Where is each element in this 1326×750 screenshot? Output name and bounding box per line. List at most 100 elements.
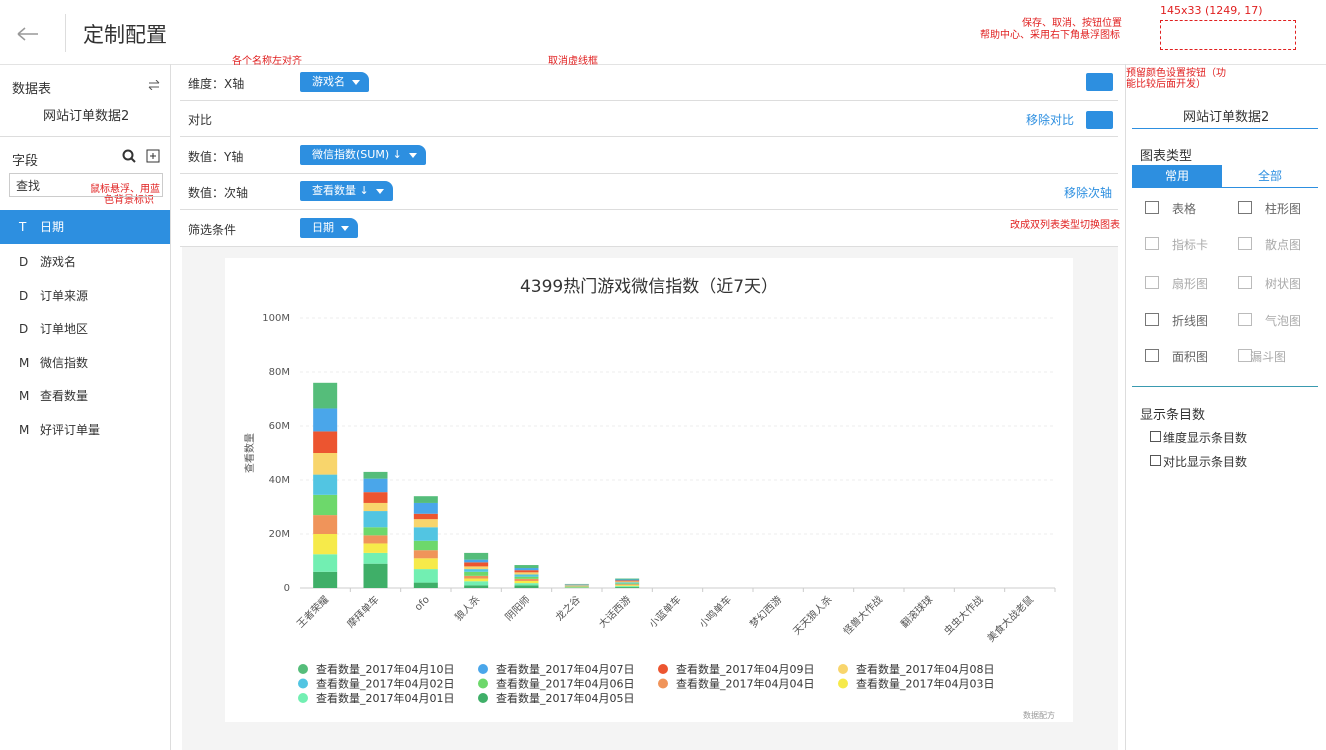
legend-label: 查看数量_2017年04月09日 bbox=[676, 662, 815, 676]
chart-type[interactable]: 表格 bbox=[1145, 200, 1225, 216]
search-input[interactable]: 查找 bbox=[9, 173, 163, 197]
field-item[interactable]: M 好评订单量 bbox=[0, 413, 170, 447]
field-item[interactable]: D 订单地区 bbox=[0, 312, 170, 346]
field-tools[interactable] bbox=[122, 149, 162, 163]
field-item[interactable]: T 日期 bbox=[0, 210, 170, 244]
chart-type[interactable]: 散点图 bbox=[1238, 236, 1318, 252]
chart-type-label: 漏斗图 bbox=[1250, 350, 1287, 364]
y-tick-label: 100M bbox=[262, 313, 290, 324]
annotation: 能比较后面开发） bbox=[1126, 79, 1206, 90]
row-action[interactable]: 移除次轴 bbox=[1063, 186, 1112, 200]
bar-segment bbox=[615, 578, 640, 580]
bar-segment bbox=[514, 565, 539, 569]
row-action[interactable]: 移除对比 bbox=[1025, 113, 1074, 127]
annotation: 预留颜色设置按钮（功 bbox=[1126, 68, 1226, 79]
chart-type-icon bbox=[1238, 201, 1252, 214]
chart-type[interactable]: 指标卡 bbox=[1145, 236, 1225, 252]
legend-swatch bbox=[478, 693, 488, 703]
field-pill[interactable]: 游戏名 bbox=[300, 72, 369, 92]
bar-segment bbox=[313, 408, 338, 432]
bar-segment bbox=[514, 585, 539, 588]
x-tick-label: 小鸣单车 bbox=[696, 593, 733, 630]
chart-type[interactable]: 扇形图 bbox=[1145, 275, 1225, 291]
divider bbox=[1132, 386, 1318, 387]
field-pill[interactable]: 微信指数(SUM) ↓ bbox=[300, 145, 426, 165]
legend-label: 查看数量_2017年04月03日 bbox=[856, 677, 995, 691]
bar-segment bbox=[464, 552, 489, 560]
row-label: 维度：X轴 bbox=[188, 77, 245, 91]
chart-type[interactable]: 树状图 bbox=[1238, 275, 1318, 291]
chart-title: 4399热门游戏微信指数（近7天） bbox=[520, 277, 778, 297]
annotation: 取消虚线框 bbox=[548, 56, 598, 67]
bar-segment bbox=[464, 569, 489, 572]
chart-type-label: 表格 bbox=[1172, 202, 1197, 216]
x-tick-label: 王者荣耀 bbox=[295, 594, 332, 631]
chart-type[interactable]: 折线图 bbox=[1145, 312, 1225, 328]
bar-segment bbox=[363, 527, 388, 536]
fields-label: 字段 bbox=[12, 154, 39, 169]
chart-type-label: 柱形图 bbox=[1265, 202, 1302, 216]
chart-types-label: 图表类型 bbox=[1140, 149, 1193, 164]
x-tick-label: ofo bbox=[413, 594, 432, 613]
field-item[interactable]: M 微信指数 bbox=[0, 346, 170, 380]
x-tick-label: 翻滚球球 bbox=[898, 593, 935, 630]
bar-segment bbox=[313, 571, 338, 588]
legend-label: 查看数量_2017年04月01日 bbox=[316, 691, 455, 705]
chart-type[interactable]: 气泡图 bbox=[1238, 312, 1318, 328]
bar-segment bbox=[413, 550, 438, 559]
bar-segment bbox=[464, 571, 489, 576]
back-button[interactable] bbox=[14, 24, 42, 44]
chart-type[interactable]: 漏斗图 bbox=[1238, 348, 1318, 364]
field-name: 微信指数 bbox=[40, 355, 89, 370]
bar-segment bbox=[514, 568, 539, 571]
left-border bbox=[170, 64, 171, 750]
bar-segment bbox=[615, 581, 640, 583]
color-button[interactable] bbox=[1086, 73, 1113, 91]
legend-label: 查看数量_2017年04月08日 bbox=[856, 662, 995, 676]
x-tick-label: 怪兽大作战 bbox=[840, 593, 885, 638]
chart-type[interactable]: 柱形图 bbox=[1238, 200, 1318, 216]
divider bbox=[0, 136, 170, 137]
tab[interactable]: 全部 bbox=[1222, 165, 1318, 188]
y-tick-label: 0 bbox=[284, 583, 290, 594]
x-tick-label: 狼人杀 bbox=[452, 593, 482, 623]
x-tick-label: 虫虫大作战 bbox=[941, 593, 986, 638]
legend-label: 查看数量_2017年04月04日 bbox=[676, 677, 815, 691]
bar-segment bbox=[514, 574, 539, 577]
bar-segment bbox=[615, 586, 640, 588]
row-border bbox=[180, 246, 1118, 247]
checkbox[interactable]: 维度显示条目数 bbox=[1150, 429, 1247, 446]
bar-segment bbox=[413, 558, 438, 570]
tab[interactable]: 常用 bbox=[1132, 165, 1222, 188]
bar-segment bbox=[615, 579, 640, 581]
legend-swatch bbox=[838, 678, 848, 689]
legend-swatch bbox=[478, 678, 488, 689]
bar-segment bbox=[464, 559, 489, 563]
x-tick-label: 大话西游 bbox=[596, 593, 633, 630]
bar-segment bbox=[615, 587, 640, 588]
x-tick-label: 梦幻西游 bbox=[747, 593, 784, 630]
switch-icon[interactable] bbox=[148, 80, 160, 90]
field-item[interactable]: M 查看数量 bbox=[0, 379, 170, 413]
field-pill[interactable]: 日期 bbox=[300, 218, 358, 238]
chart-type-icon bbox=[1238, 276, 1252, 289]
bar-segment bbox=[615, 585, 640, 587]
field-pill[interactable]: 查看数量 ↓ bbox=[300, 181, 393, 201]
chart-type[interactable]: 面积图 bbox=[1145, 348, 1225, 364]
color-button[interactable] bbox=[1086, 111, 1113, 129]
bar-segment bbox=[464, 585, 489, 588]
field-type: D bbox=[19, 255, 29, 269]
table-name: 网站订单数据2 bbox=[43, 109, 130, 124]
field-item[interactable]: D 游戏名 bbox=[0, 245, 170, 279]
bar-segment bbox=[313, 534, 338, 555]
field-item[interactable]: D 订单来源 bbox=[0, 279, 170, 313]
field-name: 游戏名 bbox=[40, 255, 77, 269]
bar-segment bbox=[363, 552, 388, 564]
legend-label: 查看数量_2017年04月10日 bbox=[316, 662, 455, 676]
chart-type-label: 气泡图 bbox=[1265, 314, 1302, 328]
field-type: T bbox=[19, 220, 27, 234]
checkbox[interactable]: 对比显示条目数 bbox=[1150, 453, 1247, 470]
annotation: 色背景标识 bbox=[104, 195, 154, 206]
display-label: 显示条目数 bbox=[1140, 408, 1206, 423]
